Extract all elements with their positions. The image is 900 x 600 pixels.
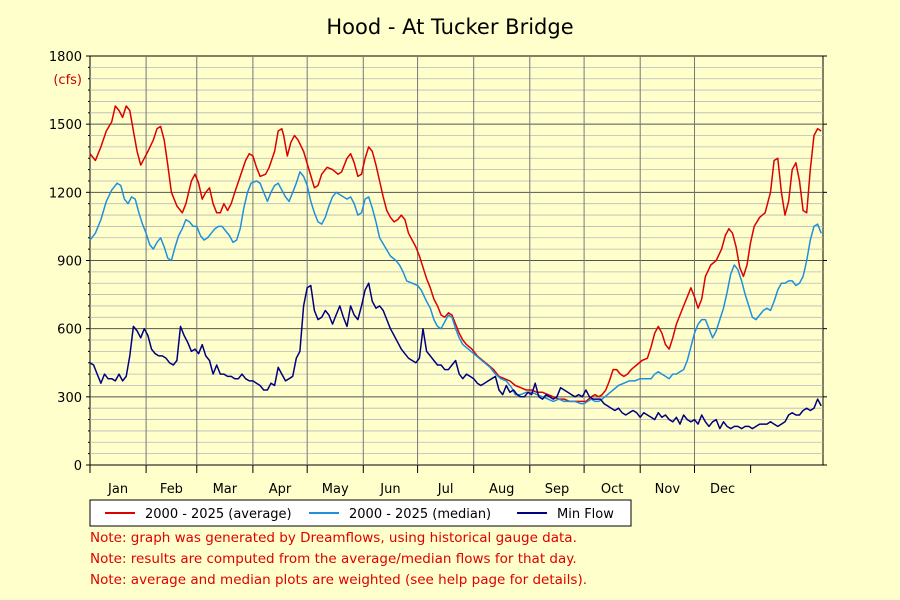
legend-label-median: 2000 - 2025 (median) xyxy=(349,507,491,522)
legend: 2000 - 2025 (average) 2000 - 2025 (media… xyxy=(89,499,632,527)
y-tick-label: 0 xyxy=(74,459,82,474)
legend-label-min-flow: Min Flow xyxy=(557,507,614,522)
x-tick-label: Aug xyxy=(489,482,514,497)
y-tick-label: 300 xyxy=(57,391,82,406)
note-line-2: Note: results are computed from the aver… xyxy=(90,551,577,567)
series-lines xyxy=(89,105,822,430)
y-tick-label: 1200 xyxy=(49,186,82,201)
grid-lines xyxy=(90,56,823,465)
x-tick-label: Sep xyxy=(545,482,570,497)
x-tick-label: Apr xyxy=(269,482,292,497)
axis-ticks: 0 300 600 900 1200 1500 1800 Jan Feb Mar Apr May Jun… xyxy=(49,50,827,497)
x-tick-label: Jun xyxy=(379,482,400,497)
x-tick-label: Oct xyxy=(601,482,623,497)
chart-title: Hood - At Tucker Bridge xyxy=(326,15,573,39)
x-tick-label: Nov xyxy=(655,482,681,497)
y-tick-label: 900 xyxy=(57,255,82,270)
x-tick-label: Feb xyxy=(160,482,183,497)
series-line-average xyxy=(89,105,822,403)
x-tick-label: Jul xyxy=(437,482,454,497)
y-tick-label: 1800 xyxy=(49,50,82,65)
x-tick-label: Mar xyxy=(213,482,238,497)
y-tick-label: 1500 xyxy=(49,118,82,133)
legend-label-average: 2000 - 2025 (average) xyxy=(145,507,292,522)
series-line-median xyxy=(89,171,822,405)
note-line-1: Note: graph was generated by Dreamflows,… xyxy=(90,530,577,546)
x-tick-label: Dec xyxy=(710,482,735,497)
note-line-3: Note: average and median plots are weigh… xyxy=(90,572,588,588)
series-line-min-flow xyxy=(89,282,822,430)
y-unit-label: (cfs) xyxy=(53,73,82,88)
y-tick-label: 600 xyxy=(57,323,82,338)
x-tick-label: Jan xyxy=(107,482,128,497)
x-tick-label: May xyxy=(322,482,349,497)
